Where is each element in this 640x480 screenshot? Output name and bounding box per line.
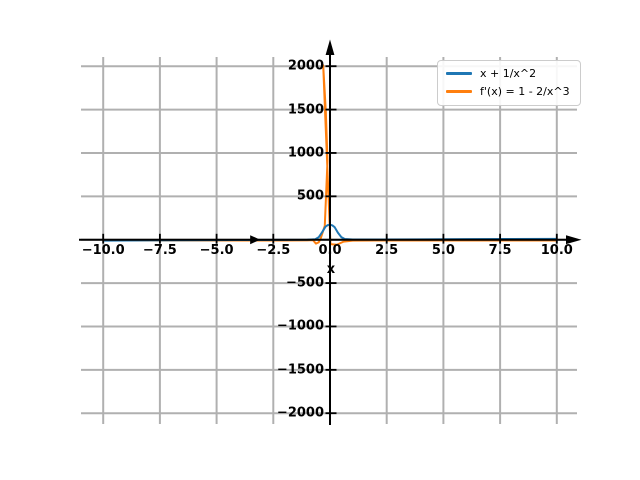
x-tick-label: 7.5 bbox=[488, 243, 512, 258]
legend-entry: f'(x) = 1 - 2/x^3 bbox=[446, 85, 570, 98]
y-tick-label: −1000 bbox=[276, 318, 324, 334]
y-tick-label: −500 bbox=[285, 275, 324, 291]
legend-entry: x + 1/x^2 bbox=[446, 67, 570, 80]
x-tick-label: −7.5 bbox=[142, 243, 177, 258]
x-axis-mid-arrow-icon bbox=[250, 235, 261, 245]
x-tick-label: −2.5 bbox=[256, 243, 291, 258]
legend-label: x + 1/x^2 bbox=[480, 67, 537, 80]
y-axis-arrow-icon bbox=[325, 39, 335, 55]
legend: x + 1/x^2 f'(x) = 1 - 2/x^3 bbox=[437, 60, 581, 106]
x-tick-label: 5.0 bbox=[431, 243, 455, 258]
x-tick-label: −5.0 bbox=[199, 243, 234, 258]
legend-swatch-line-icon bbox=[446, 90, 472, 93]
y-tick-label: 1000 bbox=[287, 145, 324, 161]
y-tick-label: −2000 bbox=[276, 405, 324, 421]
x-tick-label: −10.0 bbox=[81, 243, 125, 258]
x-tick-label: 2.5 bbox=[375, 243, 399, 258]
legend-swatch-line-icon bbox=[446, 72, 472, 75]
x-tick-label: 0.0 bbox=[318, 243, 342, 258]
legend-label: f'(x) = 1 - 2/x^3 bbox=[480, 85, 570, 98]
x-tick-label: 10.0 bbox=[540, 243, 573, 258]
x-axis-label: x bbox=[326, 262, 336, 277]
x-axis-arrow-icon bbox=[566, 235, 582, 245]
y-tick-label: 500 bbox=[296, 188, 324, 204]
y-tick-label: −1500 bbox=[276, 362, 324, 378]
y-tick-label: 2000 bbox=[287, 58, 324, 74]
y-tick-label: 1500 bbox=[287, 102, 324, 118]
